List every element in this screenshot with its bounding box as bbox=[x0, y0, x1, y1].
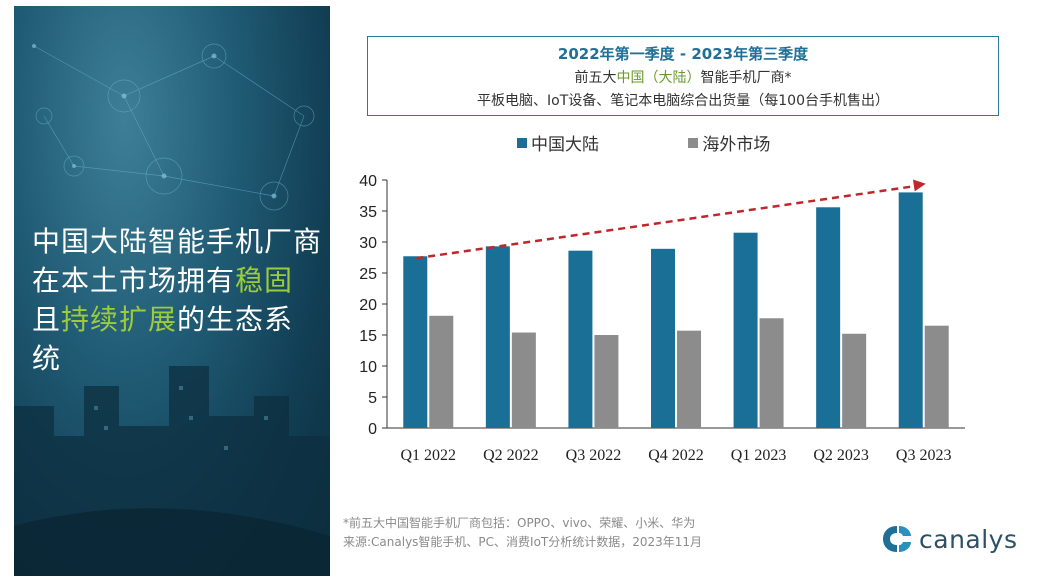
headline: 中国大陆智能手机厂商在本土市场拥有稳固且持续扩展的生态系统 bbox=[32, 222, 322, 378]
legend-swatch-china bbox=[517, 137, 527, 148]
chart-panel: 2022年第一季度 - 2023年第三季度 前五大中国（大陆）智能手机厂商* 平… bbox=[333, 6, 1025, 576]
footnote-vendors: *前五大中国智能手机厂商包括：OPPO、vivo、荣耀、小米、华为 bbox=[343, 516, 696, 530]
trend-arrow-line bbox=[416, 184, 918, 260]
chart-title: 2022年第一季度 - 2023年第三季度 bbox=[557, 45, 809, 63]
bar-chart: 0 5 10 15 20 25 30 35 40 Q1 2022 Q2 2022 Q3 2022 Q4 … bbox=[359, 173, 965, 464]
bar-overseas bbox=[677, 330, 701, 428]
headline-highlight: 持续扩展 bbox=[61, 303, 178, 336]
brand-logo: canalys bbox=[881, 524, 1018, 554]
bar-china bbox=[816, 207, 841, 428]
y-tick-label: 25 bbox=[359, 266, 377, 283]
legend-swatch-overseas bbox=[688, 137, 699, 148]
legend-label-china: 中国大陆 bbox=[531, 135, 599, 155]
x-tick-label: Q2 2022 bbox=[483, 447, 539, 464]
bar-china bbox=[733, 232, 758, 428]
promo-panel: 中国大陆智能手机厂商在本土市场拥有稳固且持续扩展的生态系统 bbox=[14, 6, 330, 576]
bar-china bbox=[568, 250, 593, 428]
x-tick-label: Q2 2023 bbox=[813, 447, 869, 464]
chart-subtitle: 前五大中国（大陆）智能手机厂商* bbox=[574, 70, 792, 86]
x-tick-label: Q3 2022 bbox=[566, 447, 622, 464]
bar-overseas bbox=[759, 318, 784, 428]
y-tick-label: 20 bbox=[359, 297, 377, 314]
bar-overseas bbox=[842, 333, 867, 428]
legend-item-china: 中国大陆 bbox=[517, 130, 599, 155]
chart-description: 平板电脑、IoT设备、笔记本电脑综合出货量（每100台手机售出） bbox=[477, 93, 889, 109]
headline-text: 的生态系统 bbox=[32, 303, 294, 375]
trend-arrow-head bbox=[912, 179, 926, 192]
x-tick-label: Q1 2022 bbox=[401, 447, 457, 464]
bar-overseas bbox=[511, 332, 536, 428]
network-city-background bbox=[14, 43, 330, 576]
bar-china bbox=[485, 246, 510, 428]
headline-text: 且 bbox=[32, 303, 62, 336]
y-tick-label: 30 bbox=[359, 235, 377, 252]
chart-title-box: 2022年第一季度 - 2023年第三季度 前五大中国（大陆）智能手机厂商* 平… bbox=[367, 36, 999, 116]
bar-overseas bbox=[924, 325, 949, 428]
y-tick-label: 10 bbox=[359, 359, 377, 376]
bar-china bbox=[651, 248, 675, 428]
bar-overseas bbox=[429, 315, 454, 428]
y-tick-label: 35 bbox=[359, 204, 377, 221]
chart-legend: 中国大陆 海外市场 bbox=[517, 130, 854, 155]
bar-china bbox=[403, 256, 428, 428]
y-tick-label: 40 bbox=[359, 173, 377, 190]
headline-highlight: 稳固 bbox=[235, 264, 294, 297]
x-tick-label: Q3 2023 bbox=[896, 447, 952, 464]
footnote: *前五大中国智能手机厂商包括：OPPO、vivo、荣耀、小米、华为 来源:Can… bbox=[343, 514, 702, 552]
legend-item-overseas: 海外市场 bbox=[688, 130, 770, 155]
legend-label-overseas: 海外市场 bbox=[702, 135, 771, 155]
bar-overseas bbox=[594, 335, 619, 428]
brand-name: canalys bbox=[919, 524, 1018, 554]
y-tick-label: 0 bbox=[368, 421, 377, 438]
headline-text: 中国大陆智能手机厂商在本土市场拥有 bbox=[32, 225, 323, 297]
x-tick-label: Q4 2022 bbox=[648, 447, 704, 464]
canalys-logo-icon bbox=[883, 526, 911, 552]
y-tick-label: 5 bbox=[368, 390, 377, 407]
footnote-source: 来源:Canalys智能手机、PC、消费IoT分析统计数据，2023年11月 bbox=[343, 535, 703, 549]
x-tick-label: Q1 2023 bbox=[731, 447, 787, 464]
bar-china bbox=[898, 192, 923, 428]
y-tick-label: 15 bbox=[359, 328, 377, 345]
